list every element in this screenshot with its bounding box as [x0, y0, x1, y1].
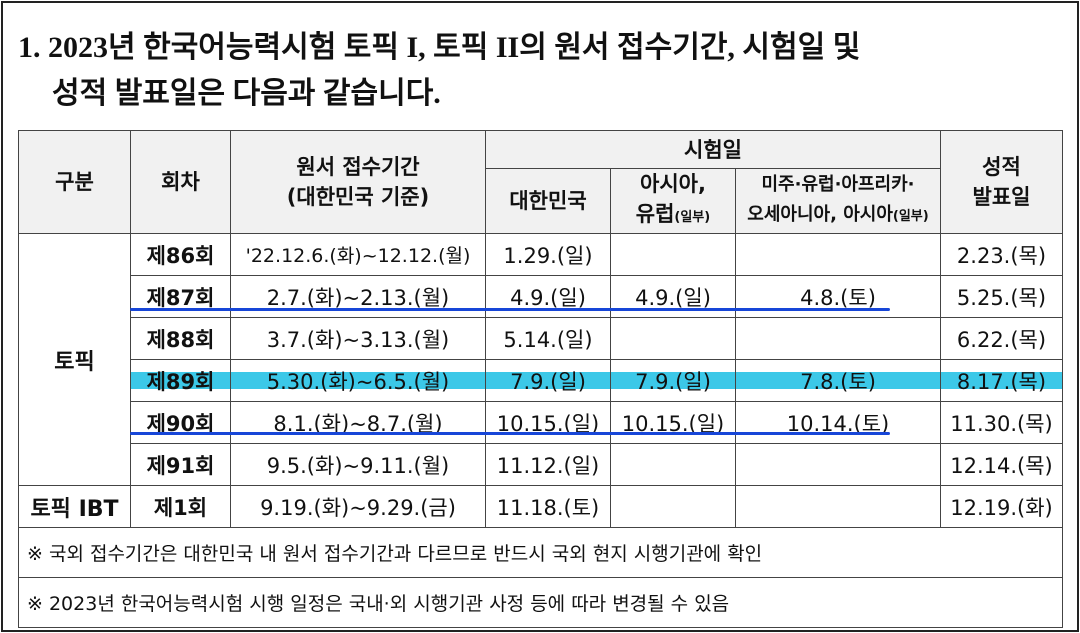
table-cell	[735, 317, 941, 360]
table-cell: 5.30.(화)~6.5.(월)	[230, 359, 486, 402]
table-cell: 11.30.(목)	[940, 401, 1063, 444]
table-cell	[610, 233, 736, 276]
table-cell: 제86회	[130, 233, 231, 276]
cell-text: (일부)	[674, 210, 711, 225]
table-cell: 2.23.(목)	[940, 233, 1063, 276]
table-cell: 제89회	[130, 359, 231, 402]
cell-text: (일부)	[892, 209, 929, 224]
table-cell: 시험일	[485, 130, 941, 169]
table-cell: 5.14.(일)	[485, 317, 611, 360]
table-cell: 4.8.(토)	[735, 275, 941, 318]
table-row: 제91회 9.5.(화)~9.11.(월) 11.12.(일) 12.14.(목)	[19, 443, 1063, 486]
table-cell: 5.25.(목)	[940, 275, 1063, 318]
table-cell: 10.15.(일)	[485, 401, 611, 444]
table-cell	[735, 443, 941, 486]
table-cell: 4.9.(일)	[610, 275, 736, 318]
table-cell: 3.7.(화)~3.13.(월)	[230, 317, 486, 360]
table-row: 제88회 3.7.(화)~3.13.(월) 5.14.(일) 6.22.(목)	[19, 317, 1063, 360]
cell-text: 미주·유럽·아프리카·	[761, 174, 915, 195]
table-row: ※ 2023년 한국어능력시험 시행 일정은 국내·외 시행기관 사정 등에 따…	[18, 577, 1063, 628]
cell-text: 구분	[55, 170, 94, 194]
cell-text: 원서 접수기간	[296, 155, 420, 179]
table-row: 대한민국 아시아, 유럽(일부) 미주·유럽·아프리카· 오세아니아, 아시아(일부)	[19, 168, 1063, 234]
table-cell: 토픽	[18, 233, 131, 486]
table-cell: 아시아, 유럽(일부)	[610, 168, 736, 234]
table-row: 제89회 5.30.(화)~6.5.(월) 7.9.(일) 7.9.(일) 7.8.(토…	[19, 359, 1063, 402]
table-row: 구분 회차 원서 접수기간 (대한민국 기준) 시험일 성적 발표일	[18, 130, 1063, 234]
table-cell: 9.5.(화)~9.11.(월)	[230, 443, 486, 486]
table-cell	[735, 233, 941, 276]
table-cell: 구분	[18, 130, 131, 234]
title-line: 성적 발표일은 다음과 같습니다.	[52, 77, 441, 110]
cell-text: 유럽	[635, 202, 675, 226]
table-cell: 대한민국	[485, 168, 611, 234]
table-cell: 4.9.(일)	[485, 275, 611, 318]
table-cell: 8.1.(화)~8.7.(월)	[230, 401, 486, 444]
table-cell: ※ 2023년 한국어능력시험 시행 일정은 국내·외 시행기관 사정 등에 따…	[18, 577, 1063, 628]
table-cell: 제1회	[130, 485, 231, 528]
cell-text: 회차	[161, 170, 200, 194]
cell-text: 대한민국	[509, 189, 587, 213]
table-cell	[610, 317, 736, 360]
table-cell: 제90회	[130, 401, 231, 444]
table-row: 제87회 2.7.(화)~2.13.(월) 4.9.(일) 4.9.(일) 4.8.(토…	[19, 275, 1063, 318]
table-cell: 회차	[130, 130, 231, 234]
table-row: 제90회 8.1.(화)~8.7.(월) 10.15.(일) 10.15.(일) 10.…	[19, 401, 1063, 444]
table-cell: 11.12.(일)	[485, 443, 611, 486]
cell-text: 오세아니아, 아시아	[747, 204, 893, 225]
table-cell: 1.29.(일)	[485, 233, 611, 276]
row-underline	[130, 308, 890, 311]
table-cell: ※ 국외 접수기간은 대한민국 내 원서 접수기간과 다르므로 반드시 국외 현…	[18, 527, 1063, 578]
table-cell: '22.12.6.(화)~12.12.(월)	[230, 233, 486, 276]
table-cell	[610, 485, 736, 528]
table-cell: 12.14.(목)	[940, 443, 1063, 486]
table-cell: 제88회	[130, 317, 231, 360]
cell-text: 성적	[982, 155, 1021, 179]
table-cell: 11.18.(토)	[485, 485, 611, 528]
table-cell: 8.17.(목)	[940, 359, 1063, 402]
table-cell: 6.22.(목)	[940, 317, 1063, 360]
schedule-table: 구분 회차 원서 접수기간 (대한민국 기준) 시험일 성적 발표일 대한민국 아시아, 유럽(일…	[18, 130, 1063, 628]
table-cell: 미주·유럽·아프리카· 오세아니아, 아시아(일부)	[735, 168, 941, 234]
table-cell: 10.14.(토)	[735, 401, 941, 444]
table-cell: 토픽 IBT	[18, 485, 131, 528]
cell-text: 발표일	[972, 185, 1031, 209]
table-cell: 2.7.(화)~2.13.(월)	[230, 275, 486, 318]
table-cell: 10.15.(일)	[610, 401, 736, 444]
table-cell: 9.19.(화)~9.29.(금)	[230, 485, 486, 528]
table-cell: 7.8.(토)	[735, 359, 941, 402]
table-cell: 제87회	[130, 275, 231, 318]
table-cell: 7.9.(일)	[485, 359, 611, 402]
table-cell: 12.19.(화)	[940, 485, 1063, 528]
table-row: 토픽 제86회 '22.12.6.(화)~12.12.(월) 1.29.(일) 2.23…	[18, 233, 1063, 486]
cell-text: (대한민국 기준)	[286, 185, 430, 209]
title-line: 1. 2023년 한국어능력시험 토픽 I, 토픽 II의 원서 접수기간, 시…	[18, 31, 861, 64]
cell-text: 시험일	[684, 137, 742, 162]
row-underline	[130, 432, 890, 435]
table-cell: 제91회	[130, 443, 231, 486]
table-row: 토픽 IBT 제1회 9.19.(화)~9.29.(금) 11.18.(토) 12.19…	[18, 485, 1063, 528]
cell-text: 아시아,	[640, 172, 706, 196]
table-row: ※ 국외 접수기간은 대한민국 내 원서 접수기간과 다르므로 반드시 국외 현…	[18, 527, 1063, 578]
table-cell: 7.9.(일)	[610, 359, 736, 402]
table-cell	[735, 485, 941, 528]
table-cell: 원서 접수기간 (대한민국 기준)	[230, 130, 486, 234]
table-cell	[610, 443, 736, 486]
